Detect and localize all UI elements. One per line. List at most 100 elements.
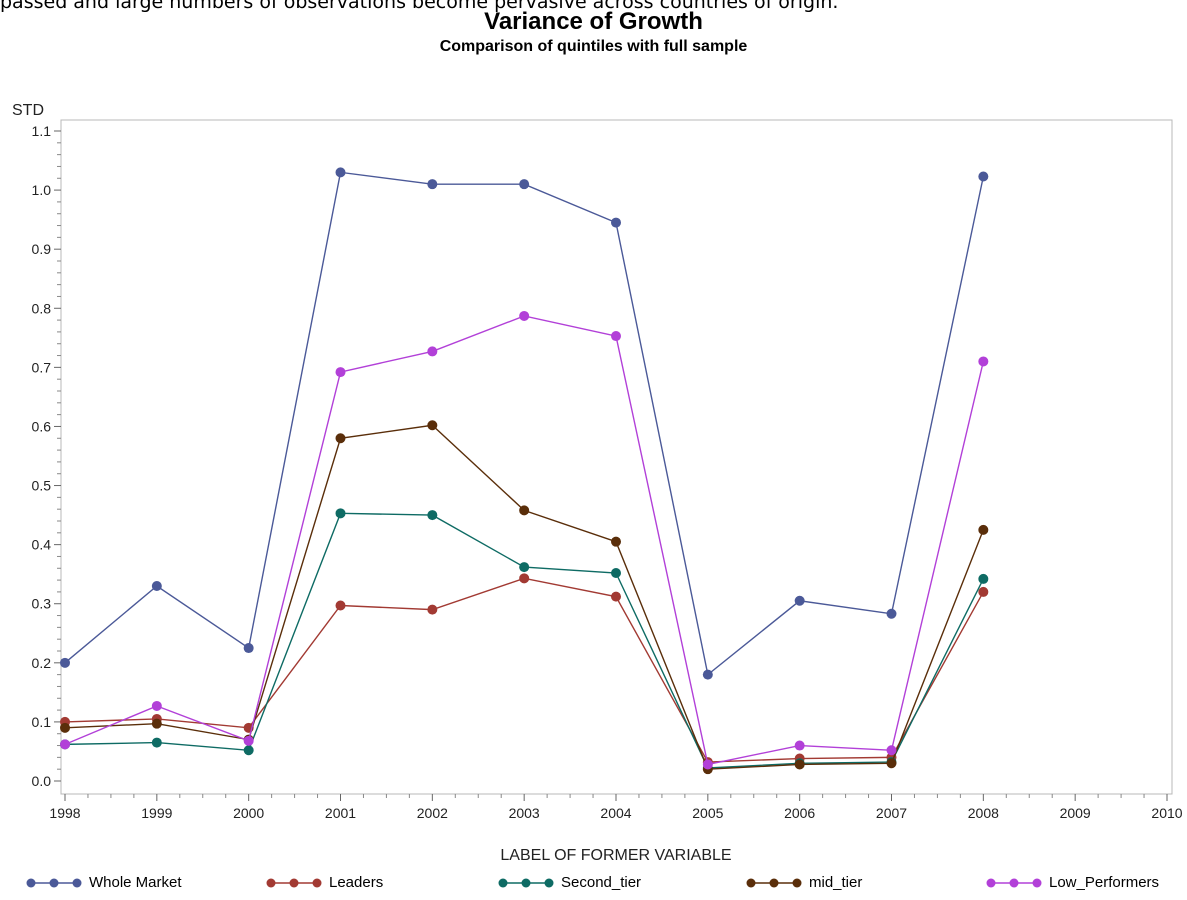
data-point	[60, 657, 70, 668]
data-point	[978, 171, 989, 182]
legend-swatch	[986, 878, 1042, 887]
series-low-performers	[60, 310, 989, 770]
legend-label: Leaders	[329, 874, 384, 891]
y-tick-label: 0.8	[32, 300, 52, 316]
series-line	[64, 424, 984, 770]
line-chart: STD LABEL OF FORMER VARIABLE 1998 1999 200…	[12, 102, 1183, 864]
legend-item: mid_tier	[745, 874, 862, 891]
legend-swatch	[266, 878, 322, 887]
data-point	[335, 508, 346, 519]
x-tick-label: 1998	[49, 805, 80, 821]
axes: 1998 1999 2000 2001 2002 2003 2004 2005 2006 2007…	[32, 123, 1183, 821]
data-point	[978, 356, 989, 367]
data-point	[886, 745, 897, 756]
data-point	[427, 346, 438, 357]
y-tick-label: 0.1	[32, 714, 52, 730]
x-tick-label: 2004	[600, 805, 631, 821]
data-point	[60, 722, 70, 733]
chart-title: Variance of Growth	[484, 8, 703, 35]
y-tick-label: 0.9	[32, 241, 52, 257]
series-whole-market	[60, 167, 989, 680]
legend-swatch	[498, 878, 554, 887]
y-tick-label: 0.2	[32, 655, 52, 671]
y-tick-label: 0.6	[32, 418, 52, 434]
series-leaders	[60, 573, 989, 768]
data-point	[519, 505, 530, 516]
legend-item: Low_Performers	[985, 874, 1159, 891]
y-tick-label: 0.4	[32, 537, 52, 553]
data-point	[611, 217, 621, 228]
x-tick-label: 1999	[141, 805, 172, 821]
x-tick-label: 2010	[1151, 805, 1182, 821]
data-point	[978, 573, 989, 584]
data-point	[427, 604, 438, 615]
data-point	[60, 739, 70, 750]
y-tick-label: 1.0	[32, 182, 52, 198]
legend-label: Low_Performers	[1049, 874, 1160, 891]
data-point	[335, 433, 346, 444]
data-point	[519, 179, 530, 190]
x-tick-label: 2003	[509, 805, 540, 821]
data-point	[243, 643, 254, 654]
data-point	[427, 420, 438, 431]
x-tick-label: 2002	[417, 805, 448, 821]
y-axis-title: STD	[12, 102, 44, 119]
y-tick-label: 0.5	[32, 478, 52, 494]
y-tick-label: 0.7	[32, 359, 52, 375]
series-line	[64, 315, 985, 766]
data-point	[335, 600, 346, 611]
data-point	[886, 608, 897, 619]
series-mid-tier	[60, 420, 989, 775]
data-point	[519, 562, 530, 573]
data-point	[243, 735, 254, 746]
data-point	[151, 737, 162, 748]
y-tick-label: 0.0	[32, 773, 52, 789]
data-point	[519, 310, 530, 321]
data-point	[702, 669, 713, 680]
top-text: passed and large numbers of observations…	[0, 0, 839, 13]
chart-legend: Whole Market Leaders Second_tier mid_tier Lo…	[0, 874, 1187, 898]
legend-label: mid_tier	[809, 874, 863, 891]
data-point	[794, 595, 805, 606]
legend-label: Second_tier	[561, 874, 642, 891]
chart-subtitle: Comparison of quintiles with full sample	[439, 38, 748, 55]
data-point	[978, 586, 989, 597]
x-tick-label: 2000	[233, 805, 264, 821]
x-tick-label: 2007	[876, 805, 907, 821]
data-point	[151, 700, 162, 711]
series-layer	[60, 167, 989, 775]
x-tick-label: 2006	[784, 805, 815, 821]
data-point	[611, 591, 621, 602]
data-point	[611, 568, 621, 578]
y-tick-label: 1.1	[32, 123, 52, 139]
data-point	[427, 510, 438, 521]
y-tick-label: 0.3	[32, 596, 52, 612]
x-tick-label: 2009	[1060, 805, 1091, 821]
data-point	[335, 167, 346, 178]
data-point	[794, 740, 805, 751]
legend-item: Second_tier	[497, 874, 641, 891]
data-point	[519, 573, 530, 584]
legend-swatch	[746, 878, 802, 887]
x-tick-label: 2008	[968, 805, 999, 821]
data-point	[794, 759, 805, 770]
legend-label: Whole Market	[89, 874, 182, 891]
x-tick-label: 2005	[692, 805, 723, 821]
series-line	[64, 171, 985, 676]
data-point	[151, 718, 162, 729]
x-tick-label: 2001	[325, 805, 356, 821]
x-axis-title: LABEL OF FORMER VARIABLE	[500, 847, 731, 864]
data-point	[702, 759, 713, 770]
series-second-tier	[60, 508, 989, 773]
data-point	[335, 367, 346, 378]
legend-item: Whole Market	[25, 874, 182, 891]
legend-swatch	[26, 878, 82, 887]
data-point	[886, 758, 897, 769]
data-point	[611, 331, 621, 342]
data-point	[611, 536, 621, 547]
series-line	[64, 577, 984, 763]
series-line	[64, 512, 984, 769]
data-point	[243, 745, 254, 756]
legend-item: Leaders	[265, 874, 383, 891]
data-point	[427, 179, 438, 190]
